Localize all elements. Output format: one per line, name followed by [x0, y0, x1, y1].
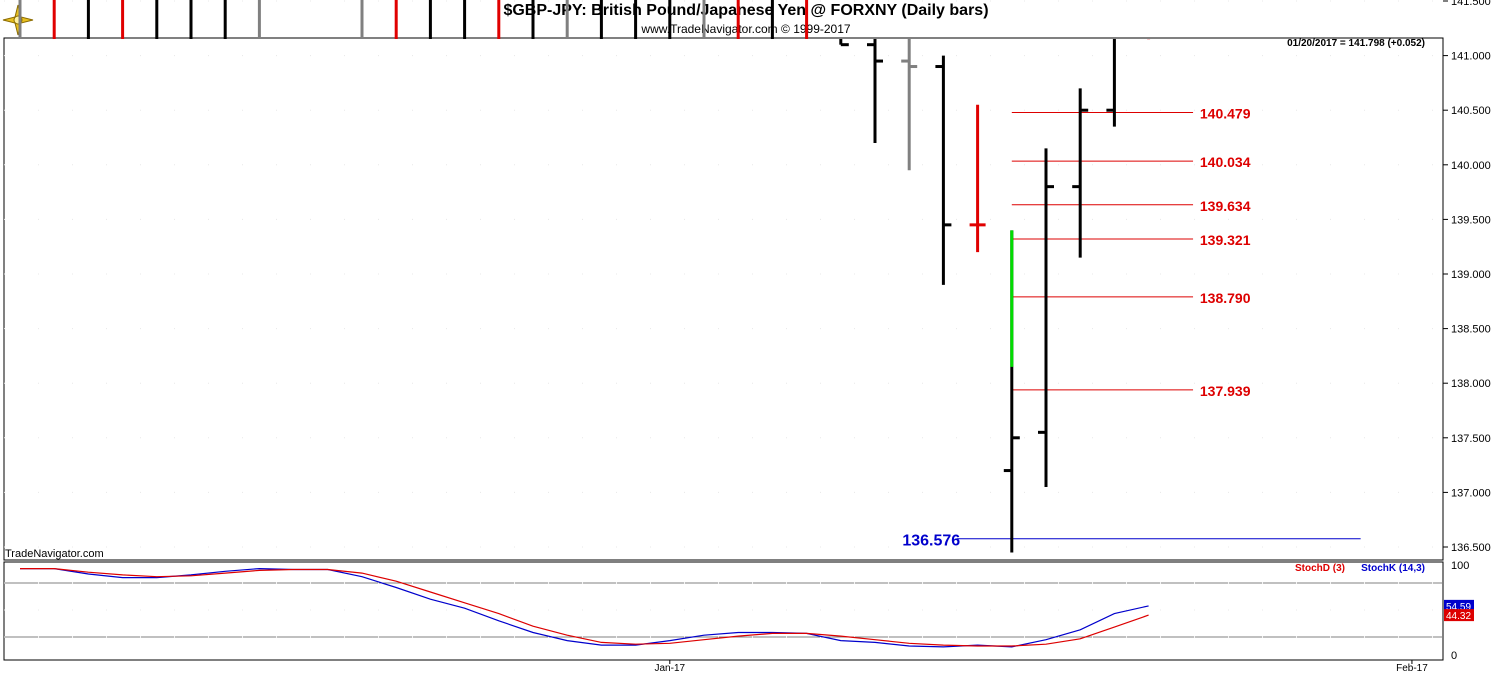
date-axis: Jan-17 Feb-17 — [655, 660, 1428, 674]
chart-title: $GBP-JPY: British Pound/Japanese Yen @ F… — [503, 2, 989, 19]
price-bars[interactable] — [18, 0, 1151, 553]
price-tick-label: 137.000 — [1451, 487, 1491, 499]
price-levels: 145.365144.415144.392143.578143.093142.4… — [902, 105, 1361, 550]
watermark: TradeNavigator.com — [5, 548, 104, 560]
stoch-series-k — [20, 567, 1149, 648]
date-tick-label: Jan-17 — [655, 663, 686, 674]
chart-subtitle: www.TradeNavigator.com © 1999-2017 — [641, 22, 851, 36]
price-tick-label: 138.000 — [1451, 378, 1491, 390]
price-bar[interactable] — [1072, 88, 1089, 258]
price-tick-label: 138.500 — [1451, 324, 1491, 336]
price-grid — [3, 0, 1444, 561]
stoch-value-label: 54.59 — [1446, 602, 1471, 613]
price-bar[interactable] — [1038, 148, 1054, 487]
price-bar[interactable] — [1106, 39, 1116, 127]
level-label-137.939: 137.939 — [1200, 383, 1251, 399]
last-price-info: 01/20/2017 = 141.798 (+0.052) — [1287, 38, 1425, 49]
price-panel-frame — [3, 37, 1444, 561]
stoch-tick-label: 0 — [1451, 650, 1457, 662]
level-label-140.479: 140.479 — [1200, 105, 1251, 121]
price-tick-label: 141.500 — [1451, 0, 1491, 8]
price-tick-label: 137.500 — [1451, 433, 1491, 445]
price-tick-label: 139.500 — [1451, 214, 1491, 226]
stoch-legend-item: StochD (3) — [1295, 563, 1345, 574]
stoch-legend-item: StochK (14,3) — [1361, 563, 1425, 574]
price-bar[interactable] — [867, 39, 883, 143]
price-tick-label: 141.000 — [1451, 51, 1491, 63]
price-tick-label: 139.000 — [1451, 269, 1491, 281]
stoch-series-d — [20, 567, 1149, 647]
price-tick-label: 136.500 — [1451, 542, 1491, 554]
price-bar[interactable] — [969, 104, 986, 253]
level-label-139.634: 139.634 — [1200, 198, 1251, 214]
date-tick-label: Feb-17 — [1396, 663, 1428, 674]
level-label-136.576: 136.576 — [902, 533, 960, 550]
stoch-value-tag — [1444, 599, 1474, 612]
chart-header: $GBP-JPY: British Pound/Japanese Yen @ F… — [0, 0, 1492, 38]
stoch-value-label: 44.32 — [1446, 611, 1471, 622]
level-label-140.034: 140.034 — [1200, 154, 1251, 170]
price-axis: 145.500145.000144.500144.000143.500143.0… — [1443, 0, 1491, 554]
price-bar[interactable] — [935, 55, 952, 285]
stoch-value-tag — [1444, 609, 1474, 622]
stochastic-panel-frame — [3, 561, 1444, 661]
stoch-tick-label: 100 — [1451, 560, 1469, 572]
price-tick-label: 140.000 — [1451, 160, 1491, 172]
price-bar[interactable] — [1003, 230, 1020, 553]
price-bar[interactable] — [901, 39, 918, 171]
level-label-138.790: 138.790 — [1200, 290, 1251, 306]
price-bar[interactable] — [839, 39, 849, 47]
price-tick-label: 140.500 — [1451, 105, 1491, 117]
level-label-139.321: 139.321 — [1200, 232, 1251, 248]
